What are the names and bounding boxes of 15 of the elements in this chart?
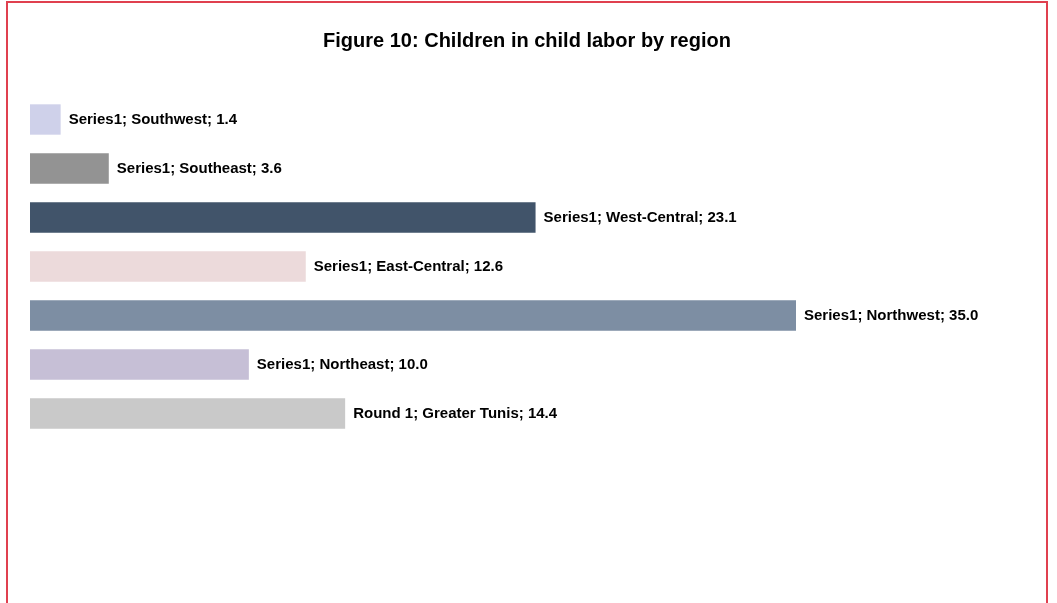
bar [30,251,306,282]
data-label: Series1; West-Central; 23.1 [543,207,737,225]
data-label: Series1; Southeast; 3.6 [116,158,282,176]
bar [30,398,346,429]
bar [30,300,796,331]
chart-title: Figure 10: Children in child labor by region [322,29,732,52]
data-label: Series1; Southwest; 1.4 [68,109,238,127]
data-label: Series1; Northwest; 35.0 [804,305,979,323]
bar [30,104,61,135]
bar [30,202,536,233]
data-label: Series1; Northeast; 10.0 [256,354,428,372]
data-label: Round 1; Greater Tunis; 14.4 [353,403,558,421]
bar [30,349,249,380]
data-label: Series1; East-Central; 12.6 [313,256,504,274]
bar [30,153,109,184]
